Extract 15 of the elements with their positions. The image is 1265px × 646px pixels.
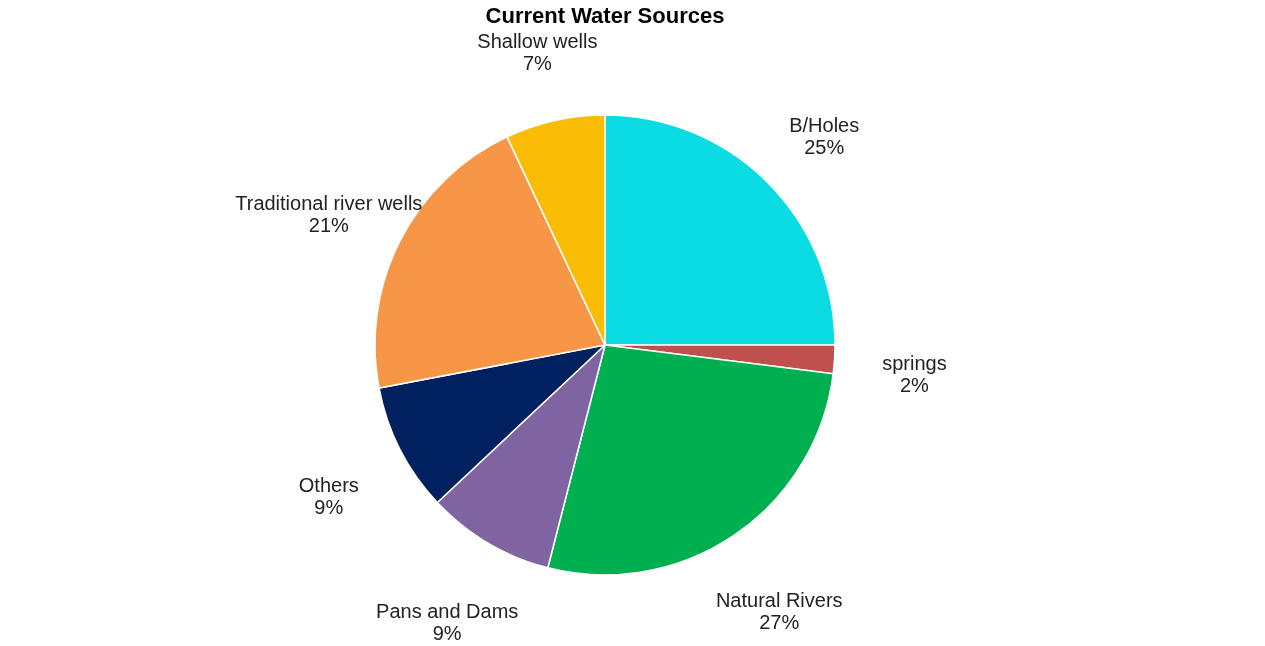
slice-label: springs — [882, 352, 947, 375]
slice-label: Natural Rivers — [715, 589, 843, 612]
slice-label: Others — [298, 473, 359, 496]
data-label: 9% — [432, 621, 462, 644]
data-label: 27% — [759, 611, 800, 634]
chart-title: Current Water Sources — [485, 3, 725, 29]
data-label: 7% — [522, 52, 553, 75]
slice-label: Shallow wells — [477, 30, 598, 53]
data-label: 25% — [804, 135, 845, 158]
slice-label: B/Holes — [789, 113, 860, 136]
data-label: 9% — [314, 495, 344, 518]
data-label: 21% — [308, 214, 350, 237]
data-label: 2% — [899, 374, 930, 397]
slice-label: Traditional river wells — [235, 192, 423, 215]
slice-label: Pans and Dams — [376, 599, 519, 622]
